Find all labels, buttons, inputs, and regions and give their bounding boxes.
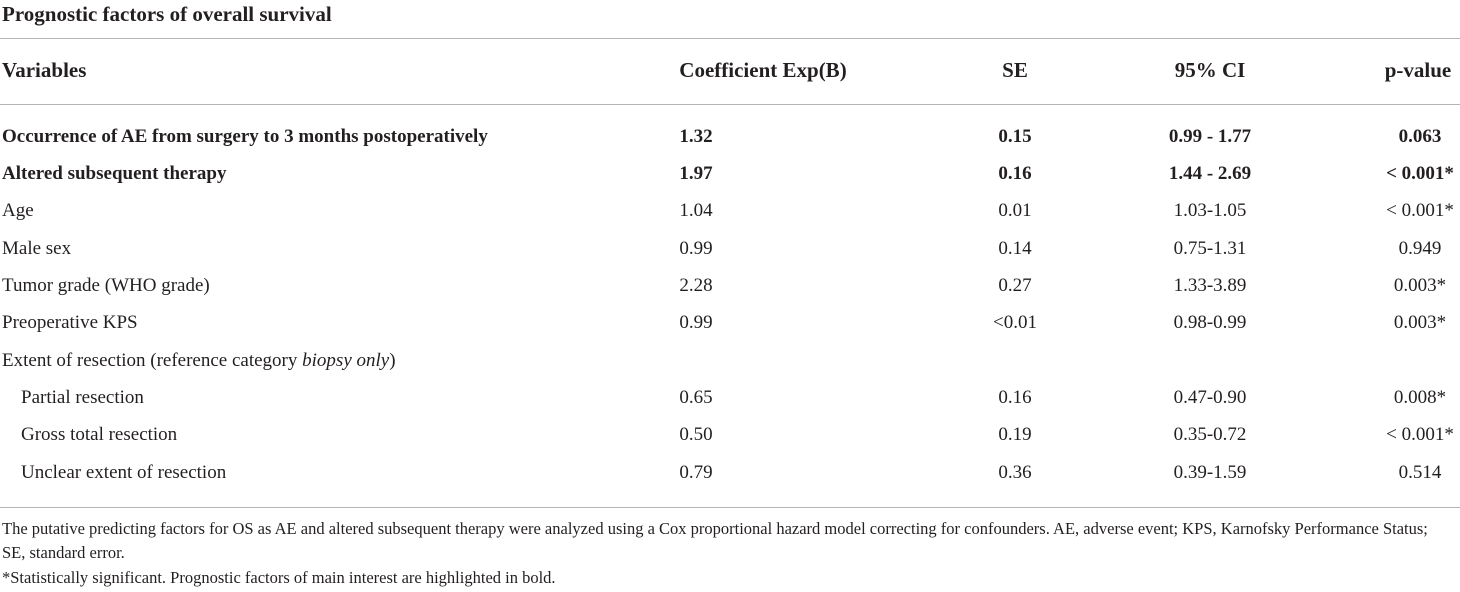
table-row: Preoperative KPS 0.99 <0.01 0.98-0.99 0.…	[0, 304, 1460, 341]
p-value-cell: 0.008*	[1393, 387, 1447, 408]
variable-cell: Tumor grade (WHO grade)	[2, 275, 210, 296]
se-cell: 0.19	[998, 424, 1032, 445]
header-rule	[0, 104, 1460, 105]
table-row-group-heading: Extent of resection (reference category …	[0, 342, 1460, 379]
ci-cell: 1.33-3.89	[1173, 275, 1247, 296]
p-value-cell: 0.514	[1398, 462, 1442, 483]
p-value-cell: < 0.001*	[1386, 163, 1454, 184]
ci-cell: 1.03-1.05	[1173, 200, 1247, 221]
se-cell: 0.01	[998, 200, 1032, 221]
variable-cell: Unclear extent of resection	[21, 462, 227, 483]
ci-cell: 0.39-1.59	[1173, 462, 1247, 483]
variable-cell: Gross total resection	[21, 424, 178, 445]
header-ci: 95% CI	[1174, 58, 1246, 82]
variable-cell: Age	[2, 200, 34, 221]
ci-cell: 0.75-1.31	[1173, 238, 1247, 259]
ci-cell: 0.35-0.72	[1173, 424, 1247, 445]
ci-cell: 1.44 - 2.69	[1168, 163, 1252, 184]
se-cell: 0.14	[998, 238, 1032, 259]
table-row: Gross total resection 0.50 0.19 0.35-0.7…	[0, 416, 1460, 453]
se-cell: 0.27	[998, 275, 1032, 296]
table-row: Unclear extent of resection 0.79 0.36 0.…	[0, 454, 1460, 491]
p-value-cell: < 0.001*	[1386, 424, 1454, 445]
header-p-value: p-value	[1384, 58, 1452, 82]
ci-cell: 0.98-0.99	[1173, 312, 1247, 333]
header-coefficient: Coefficient Exp(B)	[679, 58, 847, 82]
se-cell: 0.36	[998, 462, 1032, 483]
significance-footnote: *Statistically significant. Prognostic f…	[2, 568, 556, 587]
p-value-cell: < 0.001*	[1386, 200, 1454, 221]
p-value-cell: 0.003*	[1393, 312, 1447, 333]
table-row: Partial resection 0.65 0.16 0.47-0.90 0.…	[0, 379, 1460, 416]
se-cell: <0.01	[993, 312, 1037, 333]
table-row: Altered subsequent therapy 1.97 0.16 1.4…	[0, 155, 1460, 192]
p-value-cell: 0.003*	[1393, 275, 1447, 296]
coefficient-cell: 0.50	[679, 424, 713, 445]
ci-cell: 0.99 - 1.77	[1168, 126, 1252, 147]
variable-suffix: )	[389, 350, 396, 371]
coefficient-cell: 1.04	[679, 200, 713, 221]
coefficient-cell: 0.65	[679, 387, 713, 408]
table-title: Prognostic factors of overall survival	[2, 2, 332, 26]
se-cell: 0.16	[998, 163, 1032, 184]
coefficient-cell: 0.99	[679, 238, 713, 259]
variable-prefix: Extent of resection (reference category	[2, 350, 303, 371]
p-value-cell: 0.063	[1398, 126, 1442, 147]
table-footnote: The putative predicting factors for OS a…	[2, 519, 1428, 562]
p-value-cell: 0.949	[1398, 238, 1442, 259]
table-row: Age 1.04 0.01 1.03-1.05 < 0.001*	[0, 192, 1460, 229]
header-variables: Variables	[2, 58, 87, 82]
variable-cell: Altered subsequent therapy	[2, 163, 227, 184]
coefficient-cell: 0.99	[679, 312, 713, 333]
table-row: Male sex 0.99 0.14 0.75-1.31 0.949	[0, 230, 1460, 267]
header-se: SE	[1002, 58, 1028, 82]
table-header-row: Variables Coefficient Exp(B) SE 95% CI p…	[0, 52, 1460, 88]
se-cell: 0.16	[998, 387, 1032, 408]
variable-cell: Extent of resection (reference category …	[2, 342, 396, 379]
variable-cell: Preoperative KPS	[2, 312, 138, 333]
coefficient-cell: 1.97	[679, 163, 713, 184]
bottom-rule	[0, 507, 1460, 508]
table-row: Tumor grade (WHO grade) 2.28 0.27 1.33-3…	[0, 267, 1460, 304]
table-row: Occurrence of AE from surgery to 3 month…	[0, 118, 1460, 155]
variable-cell: Partial resection	[21, 387, 144, 408]
coefficient-cell: 1.32	[679, 126, 713, 147]
coefficient-cell: 2.28	[679, 275, 713, 296]
reference-category: biopsy only	[302, 350, 390, 371]
top-rule	[0, 38, 1460, 39]
ci-cell: 0.47-0.90	[1173, 387, 1247, 408]
se-cell: 0.15	[998, 126, 1032, 147]
variable-cell: Occurrence of AE from surgery to 3 month…	[2, 126, 488, 147]
coefficient-cell: 0.79	[679, 462, 713, 483]
variable-cell: Male sex	[2, 238, 72, 259]
